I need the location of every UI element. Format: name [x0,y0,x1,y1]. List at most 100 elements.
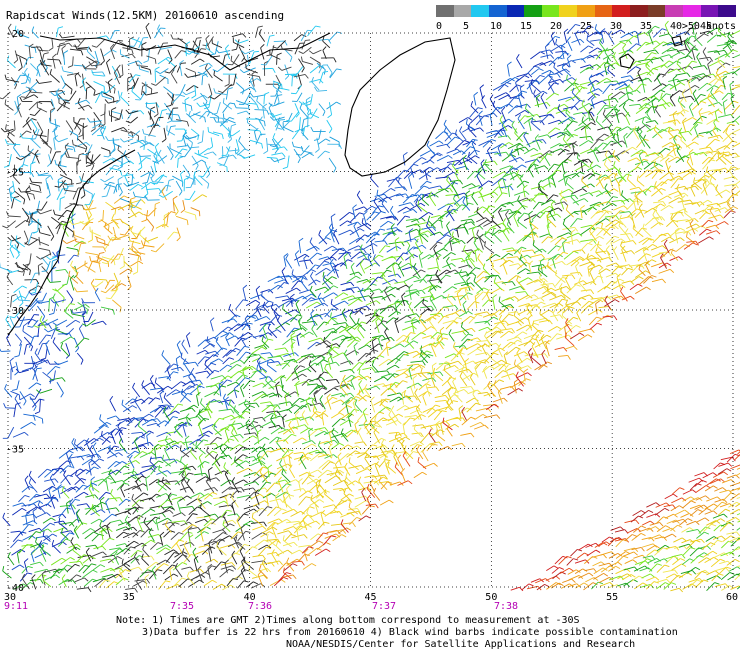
wind-barb [75,470,85,484]
wind-barb [21,207,30,223]
wind-barb [483,365,488,379]
wind-barb [100,147,111,156]
wind-barb [418,383,431,391]
wind-barb [498,94,512,101]
wind-barb [552,255,557,269]
wind-barb [128,211,144,219]
wind-barb [693,225,707,231]
wind-barb [482,138,497,148]
wind-barb [451,442,466,448]
wind-barb [165,444,180,451]
wind-barb [580,289,595,295]
wind-barb [52,319,68,326]
wind-barb [141,210,149,223]
wind-barb [716,221,729,226]
wind-barb [243,432,259,438]
wind-barb [105,164,119,176]
wind-barb [127,173,134,187]
wind-barb [276,52,282,65]
wind-barb [109,395,117,412]
wind-barb [373,254,381,267]
wind-barb [30,118,38,134]
wind-barb [182,132,187,147]
wind-barb [253,127,259,141]
wind-barb [213,88,227,96]
wind-barb [86,117,102,123]
wind-barb [388,310,401,318]
wind-barb [646,545,660,551]
wind-barb [269,112,282,117]
wind-barb [64,83,73,95]
wind-barb [28,478,38,493]
wind-barb [276,518,292,526]
wind-barb [373,376,389,383]
wind-barb [61,485,70,499]
wind-barb [642,223,652,238]
wind-barb [506,321,522,326]
wind-barb [235,82,245,95]
wind-barb [242,335,257,342]
wind-barb [511,120,518,134]
wind-barb [530,297,545,302]
wind-barb [420,326,436,335]
wind-barb [236,569,250,579]
time-label: 7:38 [494,601,518,612]
wind-barb [111,126,128,133]
wind-barb [118,498,131,506]
wind-barb [420,308,433,316]
wind-barb [100,91,113,100]
wind-barb [18,56,23,72]
wind-barb [354,495,369,501]
wind-barb [492,294,498,310]
wind-barb [516,294,533,302]
wind-barb [0,348,11,352]
wind-barb [30,549,36,563]
wind-barb [229,490,242,499]
wind-barb [426,140,436,156]
wind-barb [331,399,345,404]
wind-barb [185,175,196,186]
wind-barb [47,225,55,241]
wind-barb [192,169,200,185]
wind-barb [330,213,336,230]
wind-barb [60,557,75,565]
wind-barb [28,527,44,533]
wind-barb [291,549,304,555]
wind-barb [491,262,500,275]
wind-barb [30,282,39,295]
wind-barb [13,74,26,86]
wind-barb [25,186,31,201]
wind-barb [82,311,87,327]
wind-barb [9,240,21,254]
wind-barb [550,143,564,149]
wind-barb [55,268,69,274]
wind-barb [273,375,287,382]
wind-barb [613,205,628,211]
wind-barb [607,65,616,77]
wind-barb [374,240,388,246]
wind-barb [221,486,236,494]
wind-barb [66,546,81,554]
wind-barb [645,120,659,125]
wind-barb [306,245,320,252]
wind-barb [578,572,594,579]
wind-barb [651,98,656,114]
wind-barb [84,193,96,206]
legend-swatch [647,5,666,17]
wind-barb [579,66,594,74]
wind-barb [454,157,469,167]
wind-barb [308,360,317,373]
wind-barb [37,292,47,302]
wind-barb [422,298,431,311]
wind-barb [580,227,596,236]
legend-swatch [436,5,454,17]
wind-barb [23,413,36,421]
wind-barb [185,413,190,426]
wind-barb [590,243,602,252]
wind-barb [91,281,104,288]
wind-barb [10,390,21,400]
wind-barb [16,93,22,110]
wind-barb [604,183,611,197]
wind-barb [8,185,14,202]
